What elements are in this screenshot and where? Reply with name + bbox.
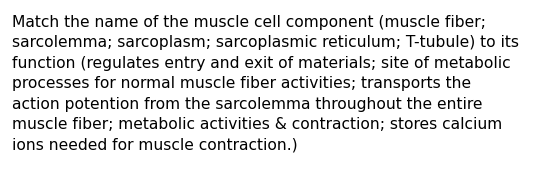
- Text: Match the name of the muscle cell component (muscle fiber;
sarcolemma; sarcoplas: Match the name of the muscle cell compon…: [12, 15, 519, 152]
